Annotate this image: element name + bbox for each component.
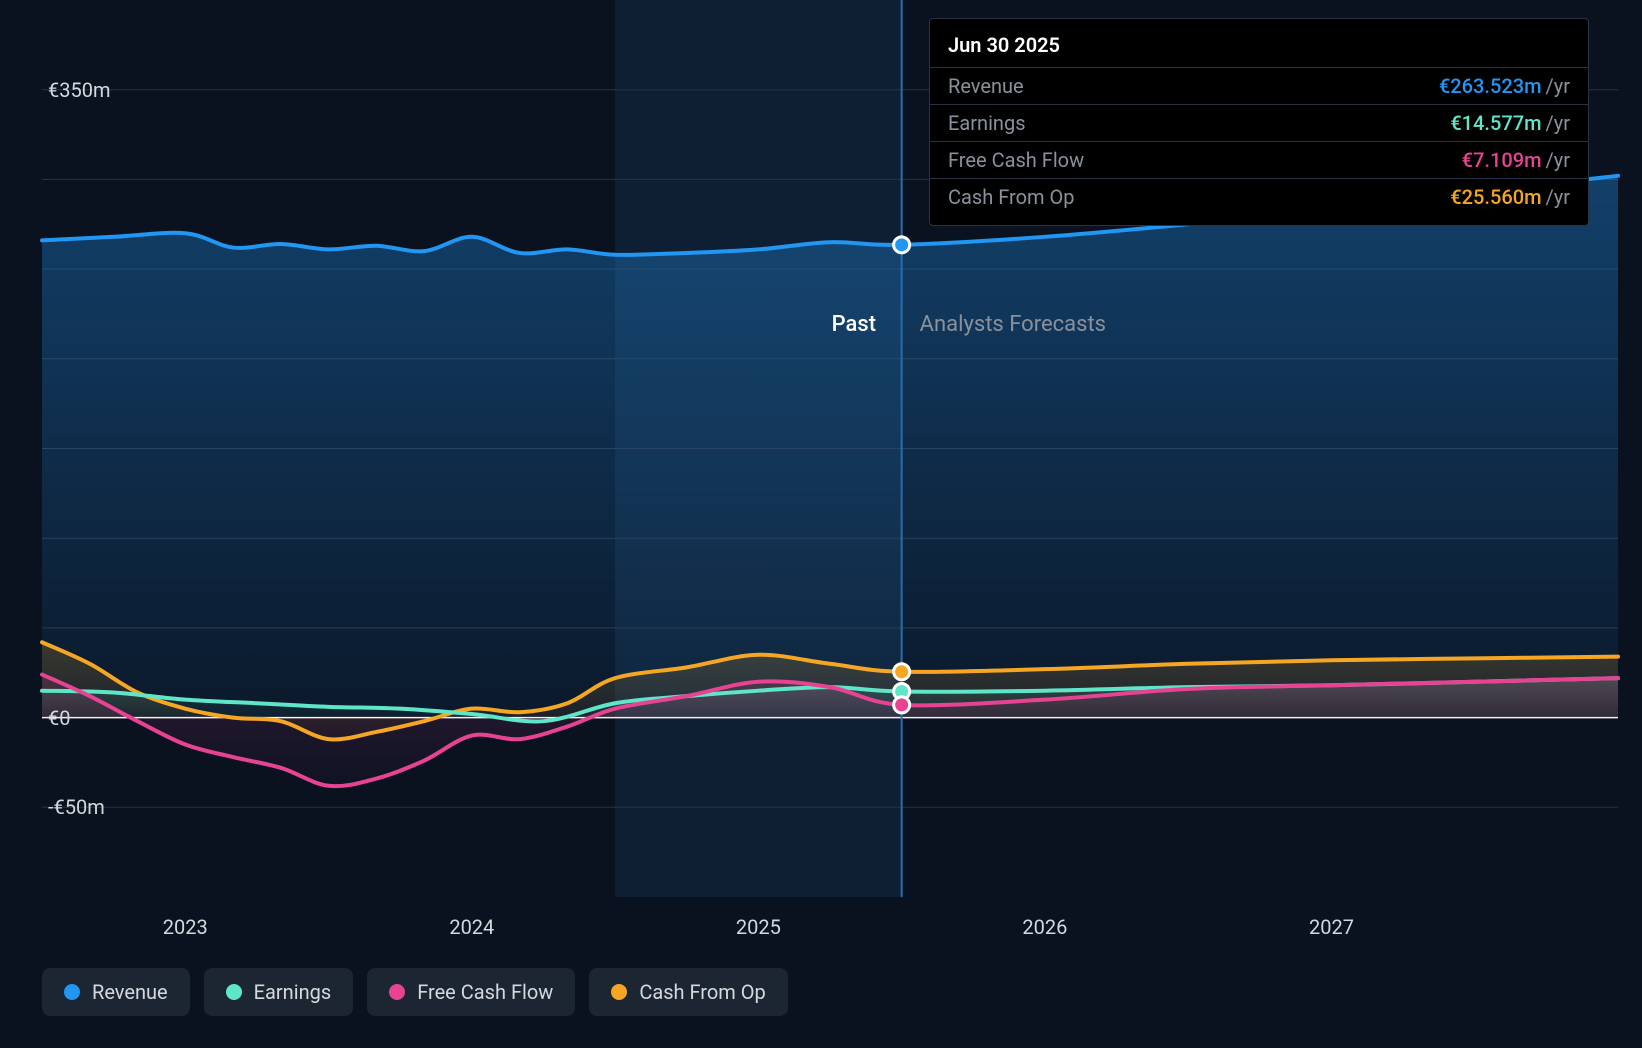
tooltip-row-label: Cash From Op [948,185,1074,209]
tooltip-row-value: €7.109m [1462,148,1542,172]
legend-item-free_cash_flow[interactable]: Free Cash Flow [367,968,575,1016]
tooltip-row-unit: /yr [1546,74,1571,98]
legend-label: Earnings [254,980,332,1004]
tooltip-date: Jun 30 2025 [930,29,1588,68]
legend-item-earnings[interactable]: Earnings [204,968,354,1016]
legend-swatch [611,984,627,1000]
tooltip-row: Cash From Op €25.560m/yr [930,179,1588,215]
tooltip-row-value: €25.560m [1450,185,1541,209]
tooltip-row-value: €263.523m [1439,74,1542,98]
legend-swatch [64,984,80,1000]
forecast-label: Analysts Forecasts [920,312,1106,337]
legend-label: Free Cash Flow [417,980,553,1004]
x-axis-label: 2023 [163,915,208,939]
tooltip-row-value: €14.577m [1450,111,1541,135]
tooltip-row: Earnings €14.577m/yr [930,105,1588,142]
chart-legend: Revenue Earnings Free Cash Flow Cash From O… [42,968,788,1016]
marker-point-cash_from_op [894,664,910,680]
tooltip-row: Revenue €263.523m/yr [930,68,1588,105]
tooltip-row-label: Free Cash Flow [948,148,1084,172]
chart-tooltip: Jun 30 2025 Revenue €263.523m/yr Earning… [929,18,1589,226]
x-axis-label: 2024 [449,915,494,939]
legend-swatch [389,984,405,1000]
legend-label: Cash From Op [639,980,765,1004]
tooltip-row-label: Revenue [948,74,1024,98]
past-label: Past [832,312,876,337]
tooltip-row-unit: /yr [1546,148,1571,172]
legend-label: Revenue [92,980,168,1004]
legend-swatch [226,984,242,1000]
y-axis-label: €0 [48,706,70,730]
marker-point-free_cash_flow [894,697,910,713]
x-axis-label: 2025 [736,915,781,939]
legend-item-revenue[interactable]: Revenue [42,968,190,1016]
series-fill-revenue [42,176,1618,718]
financial-chart: €350m €0 -€50m 2023 2024 2025 2026 2027 Past An… [0,0,1642,1048]
y-axis-label: €350m [48,78,111,102]
x-axis-label: 2027 [1309,915,1354,939]
legend-item-cash_from_op[interactable]: Cash From Op [589,968,787,1016]
y-axis-label: -€50m [48,795,105,819]
marker-point-revenue [894,237,910,253]
tooltip-row-unit: /yr [1546,111,1571,135]
tooltip-row: Free Cash Flow €7.109m/yr [930,142,1588,179]
x-axis-label: 2026 [1022,915,1067,939]
tooltip-row-unit: /yr [1546,185,1571,209]
tooltip-row-label: Earnings [948,111,1026,135]
